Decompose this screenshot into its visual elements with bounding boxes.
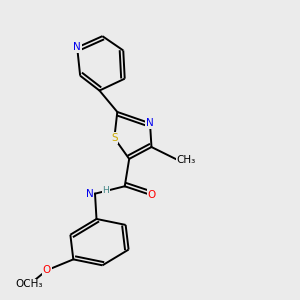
- Text: O: O: [147, 190, 156, 200]
- Text: N: N: [146, 118, 154, 128]
- Text: OCH₃: OCH₃: [16, 279, 44, 289]
- Text: O: O: [42, 266, 51, 275]
- Text: N: N: [86, 189, 94, 199]
- Text: H: H: [102, 186, 109, 195]
- Text: N: N: [73, 43, 81, 52]
- Text: S: S: [111, 133, 118, 143]
- Text: CH₃: CH₃: [177, 154, 196, 164]
